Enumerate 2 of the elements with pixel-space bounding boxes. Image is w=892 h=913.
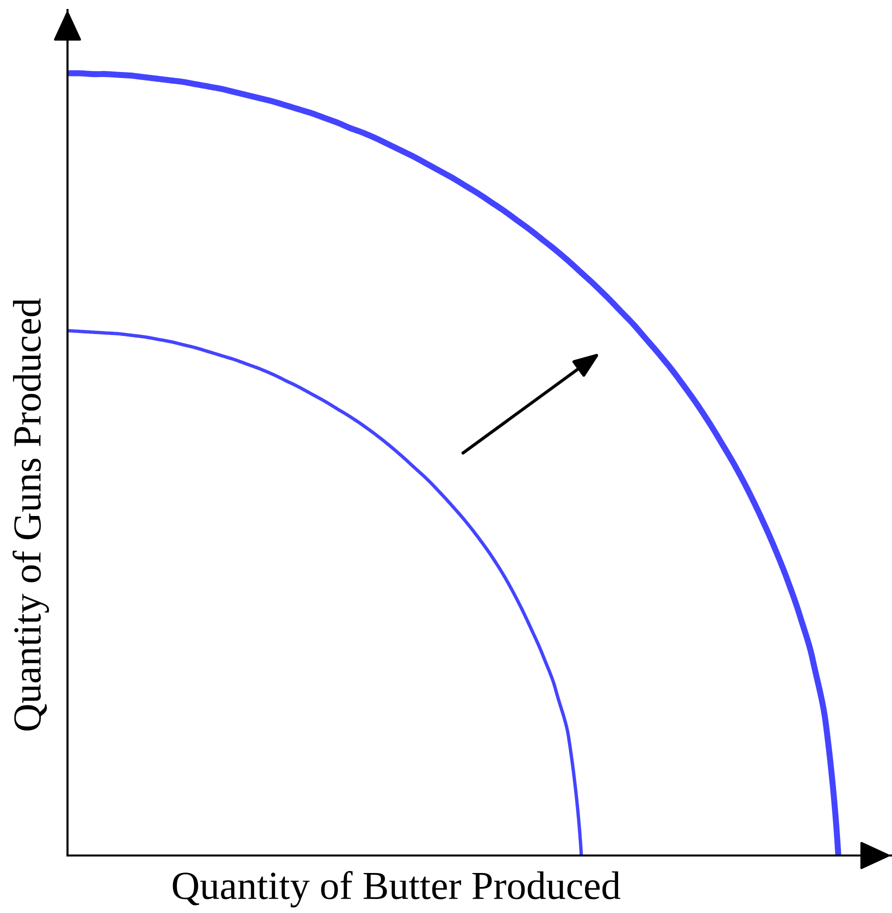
y-axis-title: Quantity of Guns Produced bbox=[12, 298, 49, 731]
x-axis-title: Quantity of Butter Produced bbox=[172, 871, 620, 908]
